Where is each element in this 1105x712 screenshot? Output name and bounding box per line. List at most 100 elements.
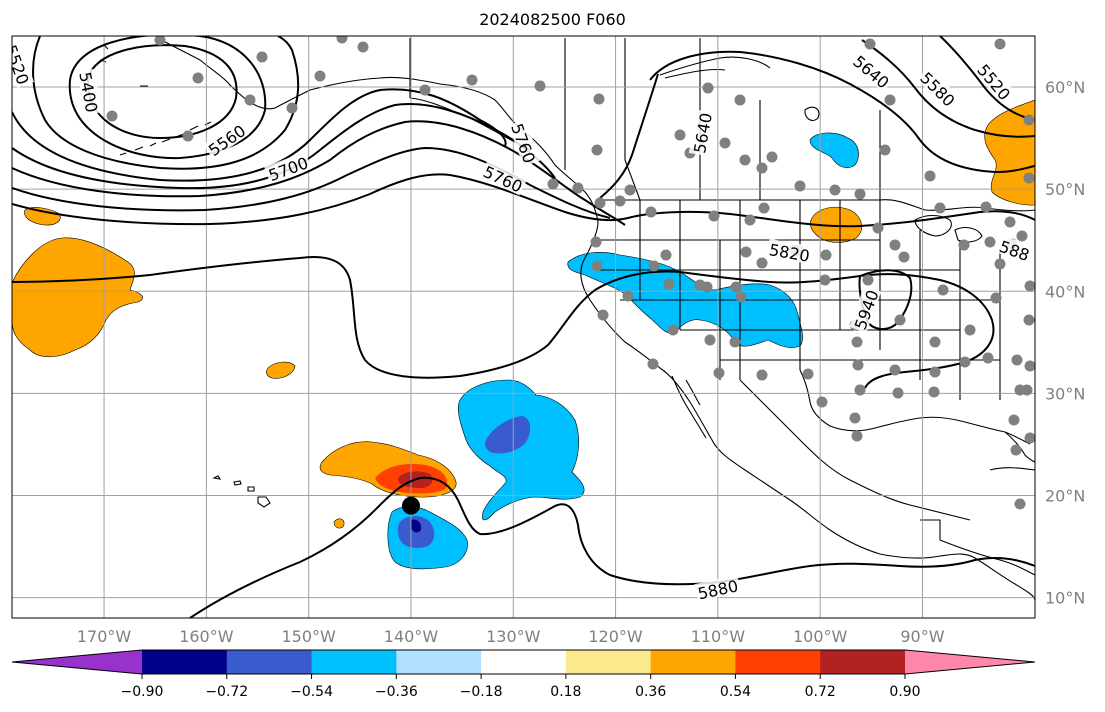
station-dot (314, 70, 326, 82)
station-dot (674, 129, 686, 141)
colorbar-tick-label: −0.36 (375, 684, 418, 700)
lon-label: 140°W (384, 627, 439, 646)
lon-label: 170°W (77, 627, 132, 646)
contour-label: 5400 (75, 68, 103, 116)
longitude-labels: 170°W 160°W 150°W 140°W 130°W 120°W 110°W 100°W… (77, 627, 945, 646)
station-dot (534, 80, 546, 92)
station-dot (849, 412, 861, 424)
station-dot (591, 260, 603, 272)
station-dot (816, 396, 828, 408)
station-dot (758, 202, 770, 214)
positive-anomaly-small-b (333, 518, 345, 529)
contour-5640-ne (649, 50, 1035, 174)
svg-text:5520: 5520 (1, 42, 33, 87)
lat-label: 40°N (1045, 282, 1085, 301)
station-dot (547, 178, 559, 190)
colorbar-segment (735, 650, 821, 674)
colorbar-tick-label: 0.72 (805, 684, 836, 700)
station-dot (286, 102, 298, 114)
station-dot (660, 249, 672, 261)
svg-text:5880: 5880 (696, 576, 740, 603)
station-dot (154, 36, 166, 46)
station-dot (256, 51, 268, 63)
anomaly-fills (12, 99, 1035, 570)
station-dot (614, 195, 626, 207)
station-dot (820, 249, 832, 261)
contour-5460 (68, 36, 267, 160)
contour-5700 (12, 120, 626, 226)
lat-label: 60°N (1045, 78, 1085, 97)
svg-text:5820: 5820 (768, 240, 811, 266)
station-dot (645, 206, 657, 218)
station-dot (829, 184, 841, 196)
colorbar-tick-label: −0.18 (460, 684, 503, 700)
station-dot (929, 366, 941, 378)
station-dot (819, 274, 831, 286)
station-dot (1023, 314, 1035, 326)
station-dot (892, 387, 904, 399)
station-dot (924, 170, 936, 182)
station-dot (872, 222, 884, 234)
colorbar-segment (565, 650, 652, 674)
colorbar-tick-label: 0.36 (635, 684, 666, 700)
svg-text:5940: 5940 (851, 287, 883, 332)
station-dot (593, 93, 605, 105)
station-dot (1016, 230, 1028, 242)
station-dot (929, 336, 941, 348)
station-dot (744, 214, 756, 226)
station-dot (1011, 354, 1023, 366)
station-dot (1023, 172, 1035, 184)
station-dot (802, 368, 814, 380)
station-dot (1024, 280, 1035, 292)
station-dot (701, 281, 713, 293)
lon-label: 130°W (486, 627, 541, 646)
lat-label: 50°N (1045, 180, 1085, 199)
positive-anomaly-small-nw (24, 207, 61, 226)
station-dot (1008, 414, 1020, 426)
station-dot (702, 82, 714, 94)
station-dot (663, 278, 675, 290)
strong-negative-anomaly (411, 519, 422, 533)
station-dot (647, 358, 659, 370)
station-dot (862, 274, 874, 286)
lon-label: 100°W (793, 627, 848, 646)
contour-5760 (12, 146, 611, 219)
colorbar: −0.90 −0.72 −0.54 −0.36 −0.18 0.18 0.36 0.54 0.7… (11, 649, 1036, 700)
height-contours (12, 36, 1035, 618)
station-dot (982, 352, 994, 364)
colorbar-segment (650, 650, 736, 674)
station-dot (106, 110, 118, 122)
contour-label: 5640 (688, 109, 716, 157)
station-dot (624, 184, 636, 196)
station-dot (1023, 114, 1035, 126)
station-dot (984, 236, 996, 248)
colorbar-tick-label: 0.54 (720, 684, 751, 700)
svg-text:5760: 5760 (507, 121, 539, 166)
positive-anomaly-west (12, 237, 143, 358)
station-dot (591, 144, 603, 156)
station-dot (708, 210, 720, 222)
station-dot (994, 38, 1006, 50)
svg-text:5400: 5400 (75, 71, 101, 114)
station-dot (182, 130, 194, 142)
station-dot (756, 257, 768, 269)
contour-5640-west (12, 103, 556, 190)
station-dot (419, 84, 431, 96)
station-dot (1004, 216, 1016, 228)
station-dot (597, 309, 609, 321)
station-dot (864, 38, 876, 50)
contour-5400 (86, 44, 238, 140)
station-dot (1010, 444, 1022, 456)
colorbar-extend-high (905, 650, 1035, 674)
station-dot (734, 94, 746, 106)
station-dot (572, 182, 584, 194)
colorbar-segment (142, 650, 228, 674)
station-dot (851, 336, 863, 348)
station-dot (1024, 432, 1035, 444)
station-dot (964, 324, 976, 336)
station-dot (1014, 384, 1026, 396)
station-dot (622, 290, 634, 302)
lat-label: 10°N (1045, 589, 1085, 608)
lon-label: 90°W (900, 627, 944, 646)
